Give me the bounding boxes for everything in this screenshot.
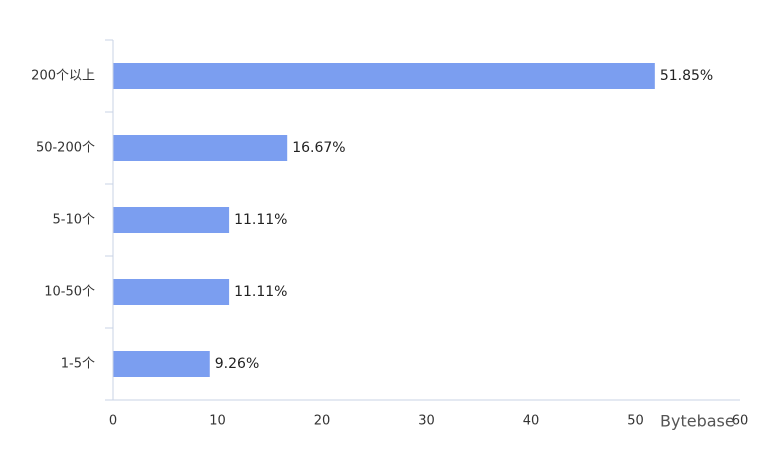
y-tick-label: 10-50个 xyxy=(44,285,95,300)
watermark: Bytebase xyxy=(660,412,735,431)
x-tick-label: 60 xyxy=(732,414,749,429)
bar xyxy=(113,207,230,233)
x-tick-label: 10 xyxy=(209,414,226,429)
y-tick-label: 50-200个 xyxy=(36,141,95,156)
bar xyxy=(113,135,288,161)
value-label: 11.11% xyxy=(234,212,287,228)
x-tick-label: 50 xyxy=(627,414,644,429)
x-tick-label: 30 xyxy=(418,414,435,429)
value-label: 51.85% xyxy=(660,68,713,84)
bar xyxy=(113,279,230,305)
value-label: 11.11% xyxy=(234,284,287,300)
y-tick-label: 1-5个 xyxy=(61,357,95,372)
value-label: 16.67% xyxy=(292,140,345,156)
bar xyxy=(113,63,655,89)
y-tick-label: 5-10个 xyxy=(52,213,95,228)
x-tick-label: 0 xyxy=(109,414,117,429)
x-tick-label: 40 xyxy=(523,414,540,429)
x-tick-label: 20 xyxy=(314,414,331,429)
y-tick-label: 200个以上 xyxy=(31,69,95,84)
bar xyxy=(113,351,210,377)
value-label: 9.26% xyxy=(215,356,259,372)
